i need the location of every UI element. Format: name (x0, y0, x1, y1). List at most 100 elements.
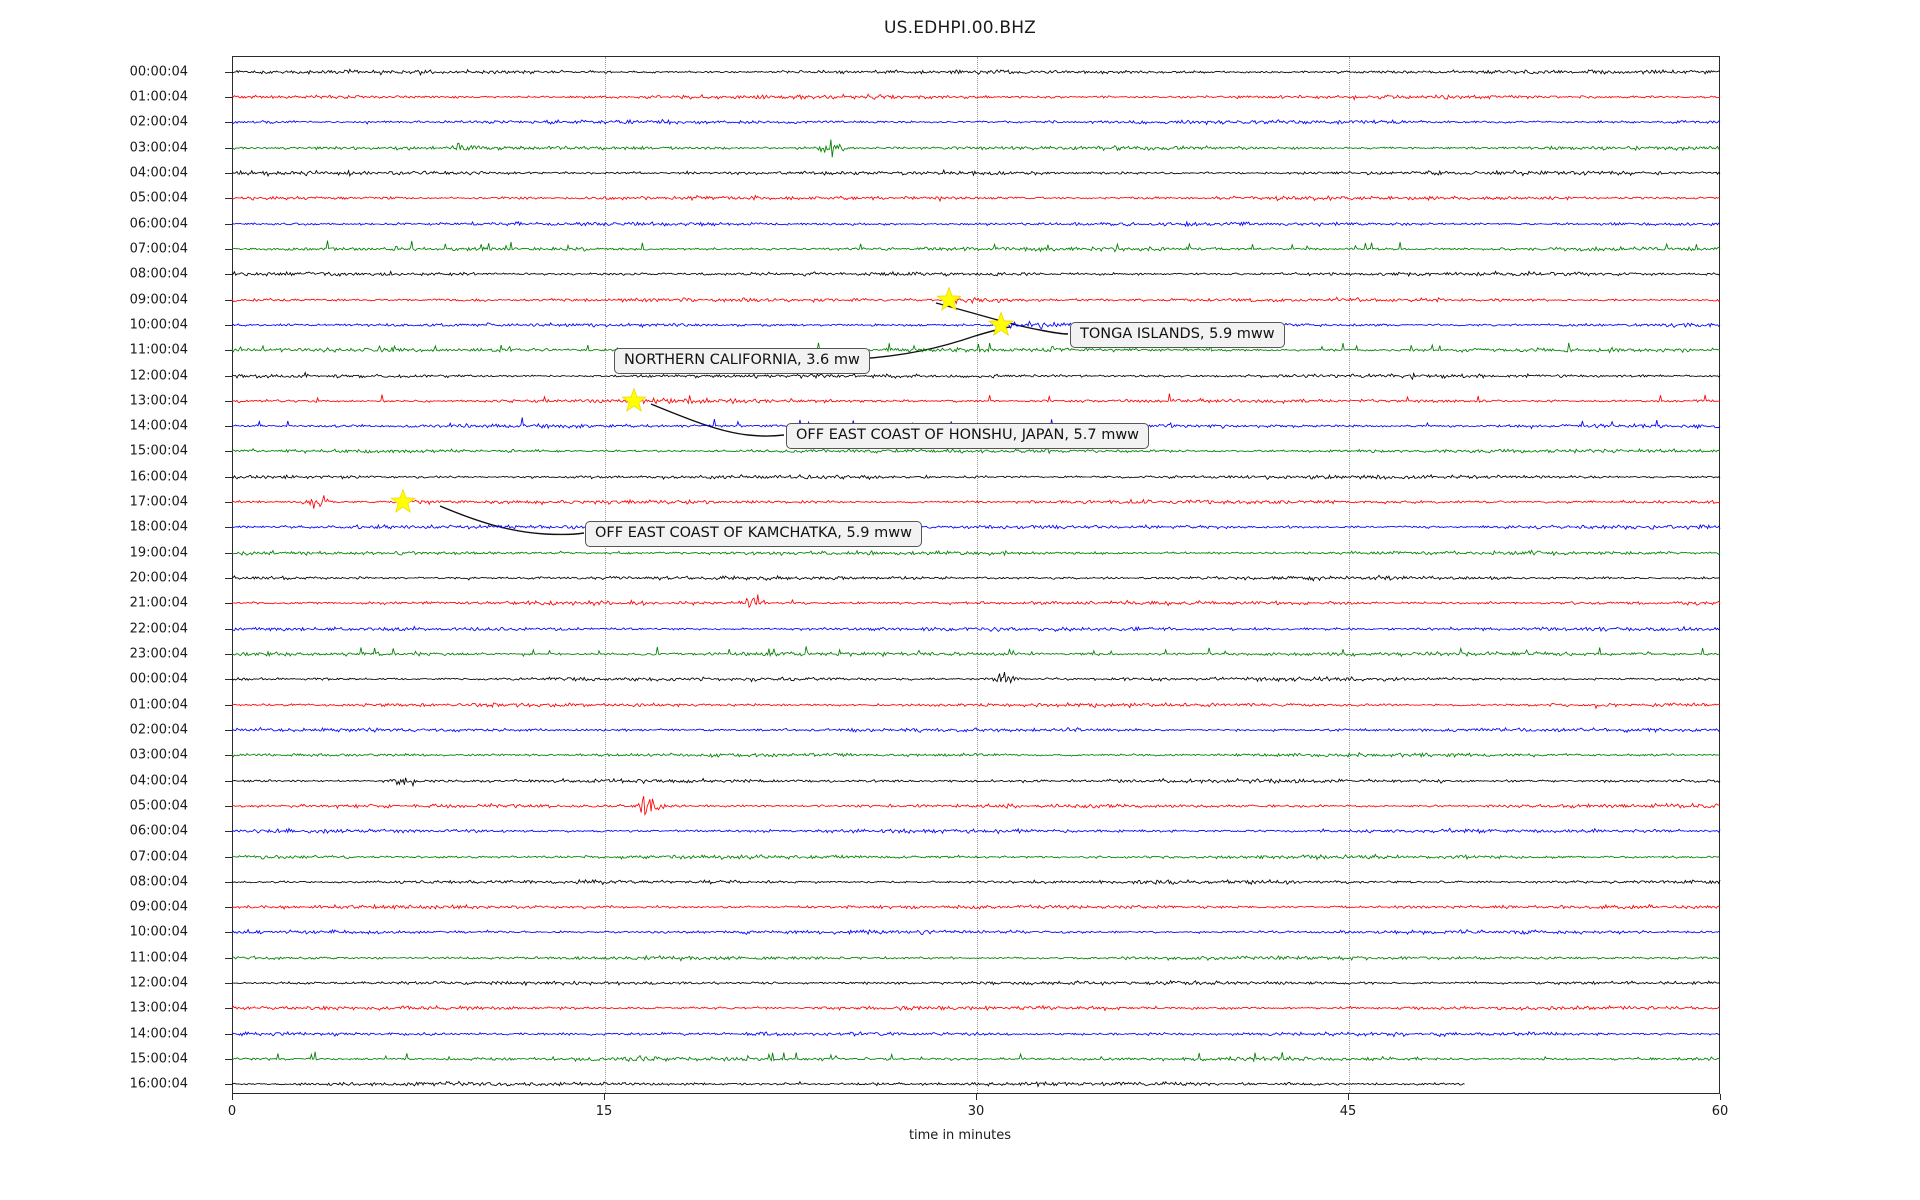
seismic-trace (231, 1069, 1720, 1099)
seismic-trace (231, 335, 1720, 365)
y-axis-tick-mark (225, 603, 232, 605)
y-axis-tick-mark (225, 831, 232, 833)
y-axis-tick-mark (225, 881, 232, 883)
y-axis-tick-mark (225, 729, 232, 731)
y-axis-tick-mark (225, 71, 232, 73)
seismic-trace (231, 234, 1721, 264)
y-axis-tick-mark (225, 97, 232, 98)
y-axis-tick-mark (225, 223, 232, 225)
y-axis-tick-mark (225, 755, 232, 757)
y-axis-tick-label: 20:00:04 (129, 570, 188, 586)
y-axis-tick-label: 13:00:04 (129, 393, 188, 409)
y-axis-tick-label: 08:00:04 (129, 874, 188, 890)
seismic-trace (231, 209, 1721, 239)
x-axis-tick-mark (1348, 1094, 1349, 1100)
seismic-trace (231, 538, 1721, 568)
y-axis-tick-mark (225, 147, 232, 149)
seismic-trace (231, 310, 1721, 340)
seismic-trace (231, 842, 1721, 872)
y-axis-tick-label: 15:00:04 (129, 1051, 188, 1067)
x-axis-tick-label: 60 (1711, 1104, 1729, 1119)
y-axis-tick-mark (225, 451, 232, 453)
y-axis-tick-mark (225, 476, 232, 478)
seismic-trace (231, 386, 1721, 416)
event-star-icon (620, 387, 647, 414)
y-axis-tick-mark (225, 426, 232, 428)
y-axis-tick-label: 22:00:04 (129, 621, 188, 637)
seismic-trace (231, 766, 1721, 796)
y-axis-tick-mark (225, 856, 232, 858)
seismic-trace (231, 639, 1721, 669)
y-axis-tick-mark (225, 375, 232, 377)
seismic-trace (231, 82, 1721, 112)
seismic-trace (231, 740, 1721, 770)
y-axis-tick-mark (225, 1033, 232, 1035)
x-axis-tick-mark (1720, 1094, 1721, 1100)
y-axis-tick-mark (225, 1084, 232, 1086)
y-axis-tick-mark (225, 628, 232, 630)
y-axis-tick-label: 13:00:04 (129, 1000, 188, 1016)
seismic-trace (231, 892, 1721, 922)
y-axis-tick-mark (225, 324, 232, 326)
y-axis-tick-label: 16:00:04 (129, 1076, 188, 1092)
x-axis-tick-label: 0 (227, 1104, 237, 1119)
seismic-trace (231, 993, 1721, 1023)
y-axis-tick-label: 07:00:04 (129, 241, 188, 257)
seismic-trace (231, 690, 1721, 720)
event-annotation-label[interactable]: OFF EAST COAST OF KAMCHATKA, 5.9 mww (585, 521, 922, 547)
gridline-vertical (605, 57, 606, 1093)
y-axis-tick-label: 00:00:04 (129, 671, 188, 687)
y-axis-tick-label: 12:00:04 (129, 975, 188, 991)
y-axis-tick-mark (225, 1008, 232, 1010)
seismic-trace (231, 1044, 1721, 1074)
seismic-trace (231, 183, 1721, 213)
y-axis-tick-label: 04:00:04 (129, 165, 188, 181)
plot-area (232, 56, 1720, 1094)
seismic-trace (231, 285, 1721, 315)
y-axis-tick-mark (225, 983, 232, 985)
y-axis-tick-mark (225, 248, 232, 250)
event-annotation-label[interactable]: OFF EAST COAST OF HONSHU, JAPAN, 5.7 mww (786, 423, 1150, 449)
y-axis-tick-label: 09:00:04 (129, 292, 188, 308)
y-axis-tick-label: 14:00:04 (129, 418, 188, 434)
seismic-trace (231, 57, 1721, 87)
seismic-trace (231, 436, 1721, 466)
y-axis-tick-label: 02:00:04 (129, 722, 188, 738)
y-axis-tick-label: 21:00:04 (129, 595, 188, 611)
y-axis-tick-label: 10:00:04 (129, 924, 188, 940)
seismic-trace (232, 563, 1721, 593)
seismic-trace (231, 867, 1721, 897)
seismic-trace (231, 259, 1721, 289)
page-title: US.EDHPI.00.BHZ (883, 18, 1037, 38)
event-annotation-label[interactable]: NORTHERN CALIFORNIA, 3.6 mw (614, 348, 870, 374)
seismic-trace (231, 968, 1721, 998)
x-axis-tick-mark (232, 1094, 233, 1100)
y-axis-tick-mark (225, 274, 232, 276)
y-axis-tick-label: 23:00:04 (129, 646, 188, 662)
seismic-trace (231, 512, 1721, 542)
y-axis-tick-mark (225, 198, 232, 200)
y-axis-tick-label: 01:00:04 (129, 89, 188, 105)
y-axis-tick-mark (225, 122, 232, 124)
event-star-icon (390, 488, 416, 515)
seismic-trace (231, 1019, 1721, 1049)
y-axis-tick-label: 14:00:04 (129, 1026, 188, 1042)
seismic-trace (231, 816, 1721, 846)
y-axis-tick-mark (225, 350, 232, 352)
y-axis-tick-label: 02:00:04 (129, 114, 188, 130)
seismic-trace (231, 664, 1721, 694)
y-axis-tick-mark (225, 1059, 232, 1061)
y-axis-tick-mark (225, 805, 232, 807)
seismic-trace (231, 107, 1721, 137)
y-axis-tick-label: 03:00:04 (129, 140, 188, 156)
seismic-trace (231, 133, 1721, 163)
y-axis-tick-mark (225, 780, 232, 782)
seismic-trace (231, 487, 1721, 517)
event-annotation-label[interactable]: TONGA ISLANDS, 5.9 mww (1070, 322, 1285, 348)
y-axis-tick-label: 03:00:04 (129, 747, 188, 763)
x-axis-tick-label: 15 (595, 1104, 613, 1119)
gridline-vertical (977, 57, 978, 1093)
y-axis-tick-label: 05:00:04 (129, 190, 188, 206)
y-axis-tick-mark (225, 704, 232, 706)
